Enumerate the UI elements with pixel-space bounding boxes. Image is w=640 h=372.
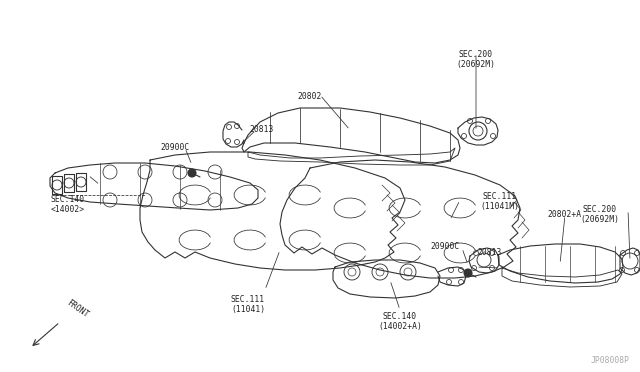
Text: JP08008P: JP08008P xyxy=(591,356,630,365)
Text: FRONT: FRONT xyxy=(65,299,90,320)
Text: 20802+A: 20802+A xyxy=(548,210,582,219)
Text: 20900C: 20900C xyxy=(161,143,189,152)
Text: SEC.111
(11041): SEC.111 (11041) xyxy=(231,295,265,314)
Text: SEC.140
(14002+A): SEC.140 (14002+A) xyxy=(378,312,422,331)
Text: SEC.111
(11041M): SEC.111 (11041M) xyxy=(481,192,520,211)
Text: 20813: 20813 xyxy=(478,248,502,257)
Circle shape xyxy=(464,269,472,277)
Text: SEC.200
(20692M): SEC.200 (20692M) xyxy=(456,50,495,70)
Circle shape xyxy=(188,169,196,177)
Text: 20813: 20813 xyxy=(250,125,274,134)
Text: SEC.140
<14002>: SEC.140 <14002> xyxy=(51,195,85,214)
Text: 20900C: 20900C xyxy=(430,242,460,251)
Text: SEC.200
(20692M): SEC.200 (20692M) xyxy=(580,205,620,224)
Text: 20802: 20802 xyxy=(298,92,322,101)
